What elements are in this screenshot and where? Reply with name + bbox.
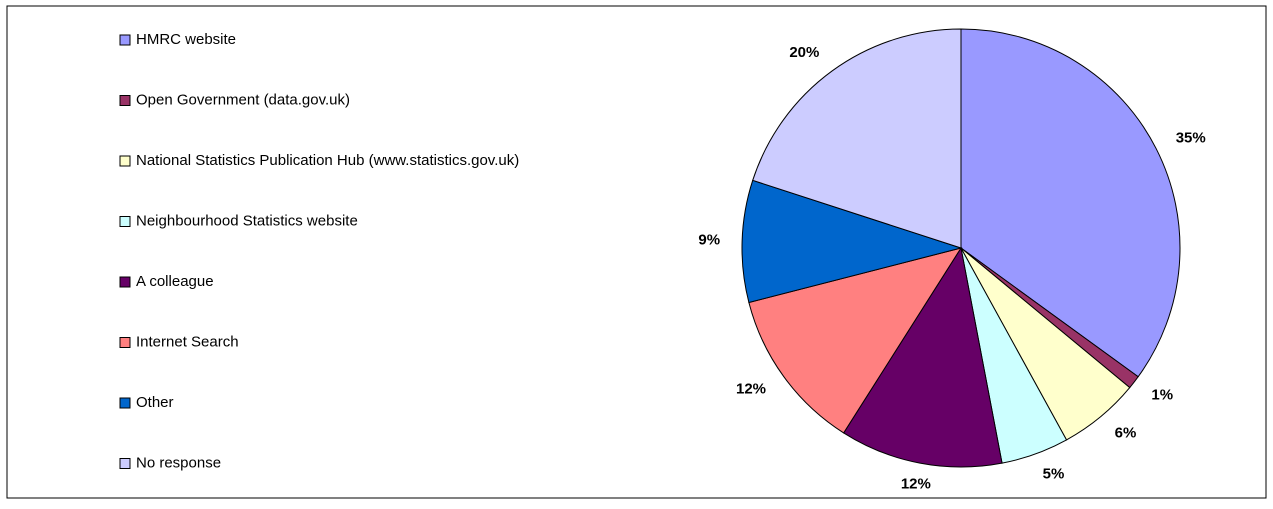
data-label: 1% (1151, 387, 1173, 404)
legend-label: Internet Search (136, 333, 239, 350)
legend-label: A colleague (136, 273, 214, 290)
legend-label: HMRC website (136, 31, 236, 48)
legend-label: National Statistics Publication Hub (www… (136, 152, 519, 169)
legend-swatch (119, 34, 131, 46)
legend-swatch (119, 397, 131, 409)
data-label: 5% (1043, 466, 1065, 483)
legend-label: Open Government (data.gov.uk) (136, 91, 350, 108)
legend-label: Other (136, 394, 174, 411)
legend-swatch (119, 276, 131, 288)
legend-swatch (119, 337, 131, 348)
pie-slice (752, 28, 962, 249)
legend-swatch (119, 95, 131, 106)
legend-swatch (119, 458, 131, 469)
data-label: 9% (698, 231, 720, 248)
data-label: 20% (789, 44, 819, 61)
pie-slice (960, 28, 1181, 378)
data-label: 6% (1115, 425, 1137, 442)
data-label: 12% (736, 381, 766, 398)
legend-label: No response (136, 454, 221, 471)
pie-slice (842, 246, 1003, 468)
legend-swatch (119, 216, 131, 227)
legend-swatch (119, 155, 131, 167)
pie-slice (748, 247, 963, 434)
legend-label: Neighbourhood Statistics website (136, 212, 358, 229)
pie-slice (741, 179, 963, 304)
data-label: 35% (1176, 130, 1206, 147)
data-label: 12% (901, 476, 931, 493)
